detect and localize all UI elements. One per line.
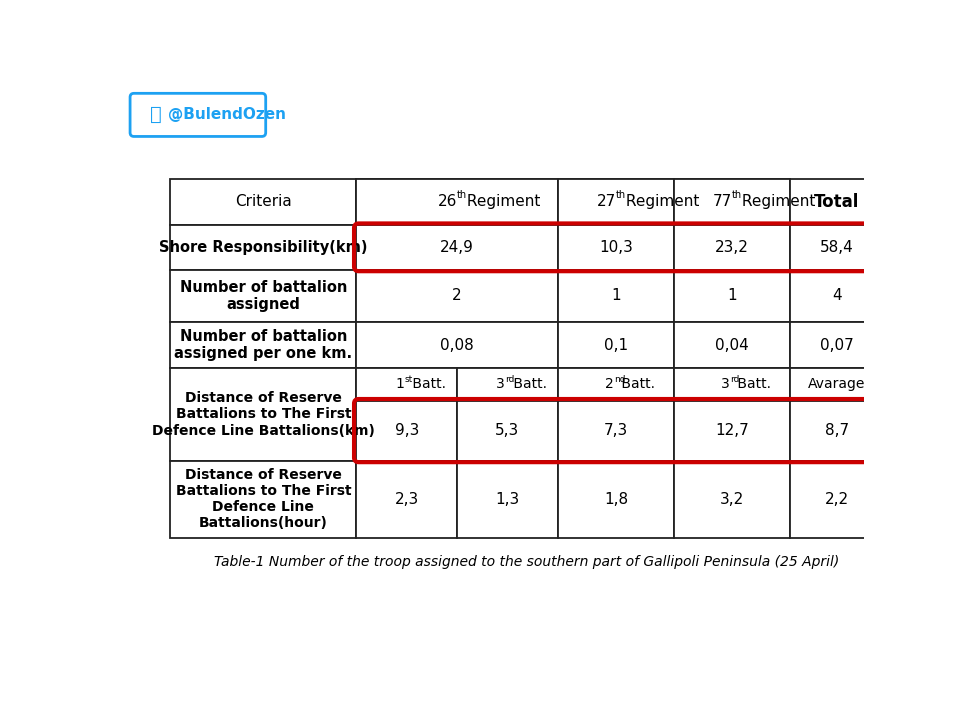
Text: nd: nd [614, 374, 626, 384]
Bar [457, 461, 558, 538]
Text: Batt.: Batt. [509, 377, 546, 392]
Text: rd: rd [506, 374, 515, 384]
Bar [674, 322, 790, 368]
Bar [790, 400, 883, 461]
Text: 1: 1 [728, 288, 737, 303]
Text: Criteria: Criteria [235, 194, 292, 210]
Text: 9,3: 9,3 [395, 423, 419, 438]
Bar [356, 400, 457, 461]
Text: 2,3: 2,3 [395, 492, 419, 507]
Text: @BulendOzen: @BulendOzen [168, 107, 286, 122]
Bar [356, 179, 558, 225]
Text: Batt.: Batt. [617, 377, 655, 392]
Bar [558, 270, 674, 322]
Bar [170, 322, 356, 368]
Text: Regiment: Regiment [737, 194, 815, 210]
Text: 27: 27 [597, 194, 616, 210]
Text: 58,4: 58,4 [820, 240, 853, 255]
Text: 12,7: 12,7 [715, 423, 749, 438]
Bar [356, 322, 558, 368]
Bar [790, 179, 883, 225]
Bar [170, 368, 356, 461]
Bar [674, 225, 790, 270]
Text: st: st [405, 374, 413, 384]
Text: 4: 4 [832, 288, 842, 303]
Text: th: th [616, 190, 626, 200]
Text: Regiment: Regiment [621, 194, 699, 210]
Text: 1: 1 [612, 288, 621, 303]
Text: Batt.: Batt. [408, 377, 445, 392]
Bar [558, 179, 674, 225]
Text: 0,04: 0,04 [715, 338, 749, 353]
Bar [356, 179, 558, 225]
Text: 24,9: 24,9 [441, 240, 474, 255]
Text: 2,2: 2,2 [825, 492, 849, 507]
Bar [457, 400, 558, 461]
Bar [558, 461, 674, 538]
Text: 10,3: 10,3 [599, 240, 633, 255]
Text: th: th [732, 190, 742, 200]
Text: 2: 2 [452, 288, 462, 303]
Text: Number of battalion
assigned per one km.: Number of battalion assigned per one km. [175, 329, 352, 361]
Text: Shore Responsibility(km): Shore Responsibility(km) [159, 240, 368, 255]
Text: 1,8: 1,8 [604, 492, 628, 507]
Bar [356, 225, 558, 270]
Text: 3,2: 3,2 [720, 492, 744, 507]
Text: Total: Total [814, 193, 859, 211]
Bar [674, 270, 790, 322]
Text: 3: 3 [496, 377, 505, 392]
Text: Table-1 Number of the troop assigned to the southern part of Gallipoli Peninsula: Table-1 Number of the troop assigned to … [214, 554, 839, 569]
Text: Distance of Reserve
Battalions to The First
Defence Line
Battalions(hour): Distance of Reserve Battalions to The Fi… [176, 468, 351, 531]
Bar [674, 461, 790, 538]
Bar [674, 179, 790, 225]
Bar [790, 322, 883, 368]
Text: Batt.: Batt. [733, 377, 772, 392]
Bar [790, 461, 883, 538]
Text: 2: 2 [605, 377, 613, 392]
Text: 77: 77 [713, 194, 732, 210]
Bar [674, 179, 790, 225]
Text: 0,1: 0,1 [604, 338, 628, 353]
Text: 3: 3 [721, 377, 730, 392]
Bar [558, 368, 674, 400]
Bar [457, 368, 558, 400]
Bar [170, 225, 356, 270]
Text: 0,08: 0,08 [441, 338, 474, 353]
Bar [790, 270, 883, 322]
Bar [790, 225, 883, 270]
Bar [558, 225, 674, 270]
Bar [674, 368, 790, 400]
Bar [170, 270, 356, 322]
Text: 23,2: 23,2 [715, 240, 749, 255]
Bar [356, 270, 558, 322]
Text: th: th [457, 190, 468, 200]
Bar [790, 368, 883, 400]
Bar [170, 461, 356, 538]
Text: 1: 1 [396, 377, 404, 392]
Bar [558, 179, 674, 225]
Text: 1,3: 1,3 [495, 492, 519, 507]
Text: 0,07: 0,07 [820, 338, 853, 353]
Text: Number of battalion
assigned: Number of battalion assigned [180, 279, 348, 312]
Bar [674, 400, 790, 461]
Bar [558, 400, 674, 461]
Bar [356, 368, 457, 400]
Text: Avarage: Avarage [808, 377, 866, 392]
Text: rd: rd [731, 374, 740, 384]
Text: 26: 26 [438, 194, 457, 210]
Text: Distance of Reserve
Battalions to The First
Defence Line Battalions(km): Distance of Reserve Battalions to The Fi… [152, 391, 374, 438]
Text: Regiment: Regiment [462, 194, 540, 210]
Bar [170, 179, 356, 225]
Text: 8,7: 8,7 [825, 423, 849, 438]
Bar [356, 461, 457, 538]
Text: 7,3: 7,3 [604, 423, 628, 438]
FancyBboxPatch shape [130, 94, 266, 137]
Text: 🐦: 🐦 [150, 105, 161, 125]
Text: 5,3: 5,3 [495, 423, 519, 438]
Bar [558, 322, 674, 368]
